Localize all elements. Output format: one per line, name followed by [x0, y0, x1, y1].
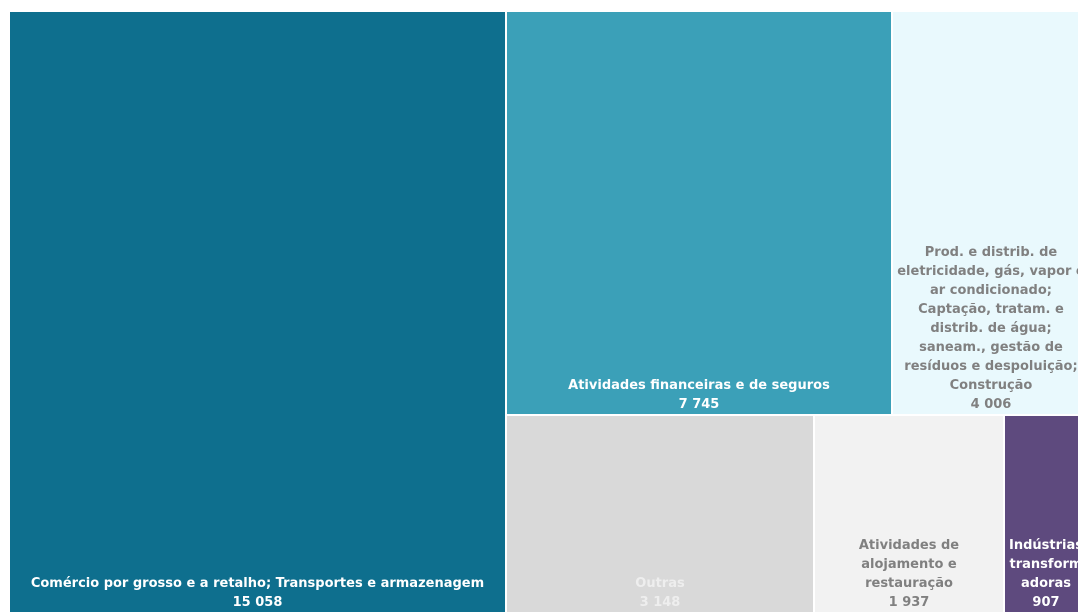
treemap-cell: Indústrias transformadoras 907 — [1005, 416, 1078, 612]
cell-value: 4 006 — [970, 397, 1012, 412]
cell-value: 3 148 — [639, 595, 681, 610]
cell-value: 907 — [1032, 595, 1060, 610]
treemap-cell: Atividades financeiras e de seguros 7 745 — [507, 12, 891, 414]
cell-label: Atividades financeiras e de seguros — [568, 378, 830, 393]
treemap-cell: Outras 3 148 — [507, 416, 813, 612]
cell-label: Comércio por grosso e a retalho; Transpo… — [30, 576, 485, 591]
cell-label: Atividades de alojamento e restauração — [858, 538, 960, 591]
cell-value: 1 937 — [888, 595, 930, 610]
cell-label: Indústrias transformadoras — [1009, 538, 1078, 591]
treemap-cell: Atividades de alojamento e restauração 1 … — [815, 416, 1003, 612]
cell-label: Prod. e distrib. de eletricidade, gás, v… — [897, 245, 1078, 393]
cell-label: Outras — [635, 576, 685, 591]
cell-value: 15 058 — [232, 595, 283, 610]
cell-value: 7 745 — [678, 397, 720, 412]
treemap-cell: Comércio por grosso e a retalho; Transpo… — [10, 12, 505, 612]
treemap-cell: Prod. e distrib. de eletricidade, gás, v… — [893, 12, 1078, 414]
